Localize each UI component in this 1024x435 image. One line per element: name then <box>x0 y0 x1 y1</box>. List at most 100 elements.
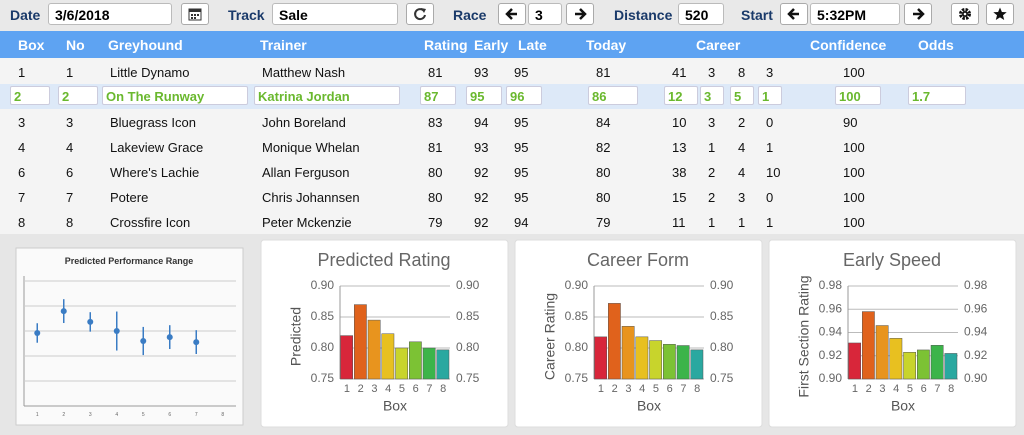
cell: 95 <box>514 115 529 130</box>
bar <box>608 303 621 380</box>
cell: Potere <box>110 190 149 205</box>
x-tick-label: 8 <box>948 383 954 395</box>
column-header: Greyhound <box>108 37 183 53</box>
cell: 3 <box>738 190 746 205</box>
y2-tick-label: 0.96 <box>964 301 988 315</box>
y-tick-label: 0.94 <box>819 325 843 339</box>
cell: Matthew Nash <box>262 65 346 80</box>
table-row[interactable]: 1 1 Little Dynamo Matthew Nash 81 93 95 81 41 3 8 3… <box>0 59 1024 84</box>
bar <box>875 325 889 380</box>
x-axis-label: Box <box>891 398 915 414</box>
bar <box>381 333 395 380</box>
bar <box>917 349 930 380</box>
cell: 5 <box>730 86 754 105</box>
prev-start-button[interactable] <box>780 3 808 25</box>
x-tick-label: 8 <box>694 383 700 395</box>
x-tick-label: 5 <box>653 383 659 395</box>
track-input[interactable]: Sale <box>272 3 398 25</box>
bar <box>422 347 436 380</box>
cell: Crossfire Icon <box>110 215 191 230</box>
cell: 6 <box>66 165 74 180</box>
cell: 100 <box>843 165 865 180</box>
cell: 41 <box>672 65 687 80</box>
bar <box>676 345 690 380</box>
x-tick-label: 6 <box>413 383 419 395</box>
x-tick-label: 5 <box>907 383 913 395</box>
cell: 4 <box>738 140 746 155</box>
bar <box>354 304 367 380</box>
race-input[interactable]: 3 <box>528 3 562 25</box>
point <box>140 338 147 344</box>
column-header: Today <box>586 37 627 53</box>
cell: 10 <box>766 165 781 180</box>
bar <box>409 341 422 380</box>
cell: Chris Johannsen <box>262 190 360 205</box>
table-row[interactable]: 4 4 Lakeview Grace Monique Whelan 81 93 95 82 13… <box>0 134 1024 159</box>
cell: On The Runway <box>102 86 248 105</box>
column-header: Rating <box>424 37 468 53</box>
cell: Little Dynamo <box>110 65 190 80</box>
chart-title: Career Form <box>587 250 689 270</box>
cell: 92 <box>474 165 489 180</box>
cell: 2 <box>10 86 50 105</box>
odds-cell: 1.7 <box>908 86 966 105</box>
y2-tick-label: 0.80 <box>456 340 480 354</box>
cell: 10 <box>672 115 687 130</box>
x-tick-label: 7 <box>195 412 198 418</box>
distance-input[interactable]: 520 <box>678 3 724 25</box>
next-race-button[interactable] <box>566 3 594 25</box>
cell: 8 <box>18 215 26 230</box>
prev-race-button[interactable] <box>498 3 526 25</box>
table-row[interactable]: 8 8 Crossfire Icon Peter Mckenzie 79 92 94 79 11… <box>0 209 1024 234</box>
refresh-button[interactable] <box>406 3 434 25</box>
cell: 100 <box>835 86 881 105</box>
y-tick-label: 0.90 <box>565 278 589 292</box>
chart-title: Predicted Performance Range <box>65 256 194 266</box>
date-input[interactable]: 3/6/2018 <box>48 3 172 25</box>
cell: 79 <box>428 215 443 230</box>
favorite-button[interactable] <box>986 3 1014 25</box>
cell: 96 <box>506 86 542 105</box>
settings-button[interactable] <box>951 3 979 25</box>
y-tick-label: 0.75 <box>311 371 335 385</box>
x-tick-label: 4 <box>639 383 645 395</box>
cell: 80 <box>596 165 611 180</box>
y-tick-label: 0.75 <box>565 371 589 385</box>
column-header: Trainer <box>260 37 307 53</box>
cell: 95 <box>514 65 529 80</box>
cell: 7 <box>66 190 74 205</box>
cell: Lakeview Grace <box>110 140 204 155</box>
cell: John Boreland <box>262 115 346 130</box>
cell: 3 <box>766 65 774 80</box>
cell: 38 <box>672 165 687 180</box>
next-start-button[interactable] <box>904 3 932 25</box>
cell: 83 <box>428 115 443 130</box>
calendar-button[interactable] <box>181 3 209 25</box>
x-tick-label: 6 <box>168 412 171 418</box>
column-header: No <box>66 37 85 53</box>
start-input[interactable]: 5:32PM <box>810 3 900 25</box>
bar <box>903 352 916 380</box>
cell: 13 <box>672 140 687 155</box>
column-header: Late <box>518 37 547 53</box>
cell: 95 <box>514 140 529 155</box>
point <box>34 329 41 336</box>
x-tick-label: 8 <box>221 412 224 418</box>
cell: 1 <box>766 140 774 155</box>
cell: 3 <box>708 65 716 80</box>
cell: 100 <box>843 215 865 230</box>
selected-row[interactable]: 2 2 On The Runway Katrina Jordan 87 95 96 86 12 3… <box>0 84 1024 109</box>
cell: 1 <box>738 215 746 230</box>
x-tick-label: 1 <box>36 412 39 418</box>
point <box>193 339 200 346</box>
column-header: Early <box>474 37 509 53</box>
x-tick-label: 5 <box>399 383 405 395</box>
bar <box>367 319 381 380</box>
table-row[interactable]: 3 3 Bluegrass Icon John Boreland 83 94 95 84 10 3… <box>0 109 1024 134</box>
table-row[interactable]: 7 7 Potere Chris Johannsen 80 92 95 80 15 2 3 0 100 <box>0 184 1024 209</box>
cell: 6 <box>18 165 26 180</box>
bar <box>663 344 676 380</box>
cell: 7 <box>18 190 26 205</box>
table-row[interactable]: 6 6 Where's Lachie Allan Ferguson 80 92 95 80 38… <box>0 159 1024 184</box>
